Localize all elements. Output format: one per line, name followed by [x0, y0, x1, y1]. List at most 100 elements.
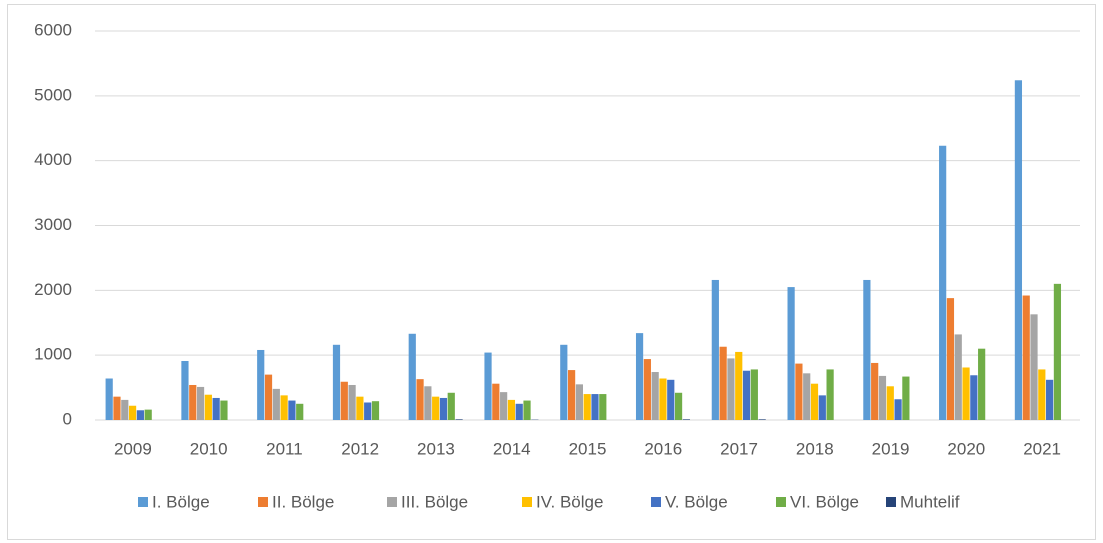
- legend-label: IV. Bölge: [536, 492, 603, 511]
- bar: [946, 298, 955, 420]
- bar: [978, 348, 986, 420]
- bar: [787, 287, 795, 420]
- bar: [871, 362, 879, 420]
- bar: [439, 397, 448, 420]
- bar: [507, 399, 516, 420]
- bar: [939, 145, 947, 420]
- x-tick-label: 2011: [266, 439, 303, 458]
- bar: [264, 374, 273, 420]
- x-tick-label: 2012: [341, 439, 379, 458]
- legend-swatch: [522, 497, 532, 507]
- bar: [810, 383, 819, 420]
- bar: [144, 409, 152, 420]
- chart-border: [7, 4, 1096, 540]
- bar: [878, 375, 887, 420]
- bar: [408, 333, 416, 420]
- bar: [1030, 314, 1038, 420]
- bar: [682, 419, 690, 420]
- legend-swatch: [651, 497, 661, 507]
- bar: [719, 346, 727, 420]
- x-tick-label: 2018: [796, 439, 834, 458]
- y-tick-label: 3000: [34, 215, 72, 234]
- bar: [970, 375, 978, 420]
- bar: [1022, 295, 1030, 420]
- bar: [189, 384, 197, 420]
- bar: [432, 396, 440, 420]
- x-tick-label: 2020: [947, 439, 985, 458]
- x-tick-label: 2013: [417, 439, 455, 458]
- bar: [599, 394, 607, 420]
- bar: [136, 410, 144, 420]
- legend-label: VI. Bölge: [790, 492, 859, 511]
- bar: [280, 395, 288, 420]
- bar: [128, 405, 137, 420]
- bar: [635, 333, 644, 420]
- legend-label: II. Bölge: [272, 492, 334, 511]
- bar: [364, 402, 372, 420]
- bar: [651, 372, 659, 420]
- bar: [803, 373, 811, 420]
- bar: [894, 399, 902, 420]
- bar: [575, 384, 583, 420]
- bar: [1038, 369, 1046, 420]
- bar: [447, 392, 455, 420]
- bar: [113, 396, 121, 420]
- y-tick-label: 1000: [34, 345, 72, 364]
- legend-swatch: [387, 497, 397, 507]
- bar: [643, 359, 651, 420]
- x-tick-label: 2009: [114, 439, 152, 458]
- bar: [288, 400, 296, 420]
- bar: [484, 352, 492, 420]
- bar: [515, 403, 523, 420]
- bar: [735, 351, 743, 420]
- x-tick-label: 2010: [190, 439, 228, 458]
- bar: [667, 379, 675, 420]
- legend-label: III. Bölge: [401, 492, 468, 511]
- bar: [416, 379, 424, 420]
- legend-label: V. Bölge: [665, 492, 728, 511]
- bar: [954, 334, 962, 420]
- x-tick-label: 2021: [1023, 439, 1061, 458]
- bar: [105, 378, 113, 420]
- bar: [455, 419, 463, 420]
- bar: [795, 363, 803, 420]
- bar: [296, 403, 304, 420]
- bar: [371, 401, 380, 420]
- bar: [492, 383, 500, 420]
- legend-swatch: [258, 497, 268, 507]
- bar: [348, 384, 356, 420]
- y-tick-label: 2000: [34, 280, 72, 299]
- bar: [1014, 80, 1023, 421]
- bar: [742, 370, 751, 420]
- bar: [560, 344, 568, 420]
- bar: [500, 392, 508, 420]
- y-tick-label: 0: [63, 409, 72, 428]
- x-tick-label: 2015: [569, 439, 607, 458]
- bar: [962, 367, 970, 420]
- y-tick-label: 5000: [34, 85, 72, 104]
- legend-label: Muhtelif: [900, 492, 960, 511]
- bar: [1046, 379, 1054, 420]
- bar: [727, 358, 735, 420]
- legend-label: I. Bölge: [152, 492, 210, 511]
- legend-swatch: [776, 497, 786, 507]
- bar: [659, 378, 667, 420]
- bar: [886, 386, 894, 420]
- legend-swatch: [138, 497, 148, 507]
- y-tick-label: 6000: [34, 20, 72, 39]
- bar: [674, 392, 683, 420]
- x-tick-label: 2019: [872, 439, 910, 458]
- legend-swatch: [886, 497, 896, 507]
- bar: [121, 399, 129, 420]
- bar: [332, 344, 341, 420]
- bar: [424, 386, 432, 420]
- bar: [212, 397, 220, 420]
- x-tick-label: 2016: [644, 439, 682, 458]
- bar: [356, 396, 364, 420]
- bar: [902, 376, 910, 420]
- bar: [591, 394, 599, 420]
- bar: [523, 400, 531, 420]
- bar: [583, 394, 591, 420]
- bar: [758, 419, 766, 420]
